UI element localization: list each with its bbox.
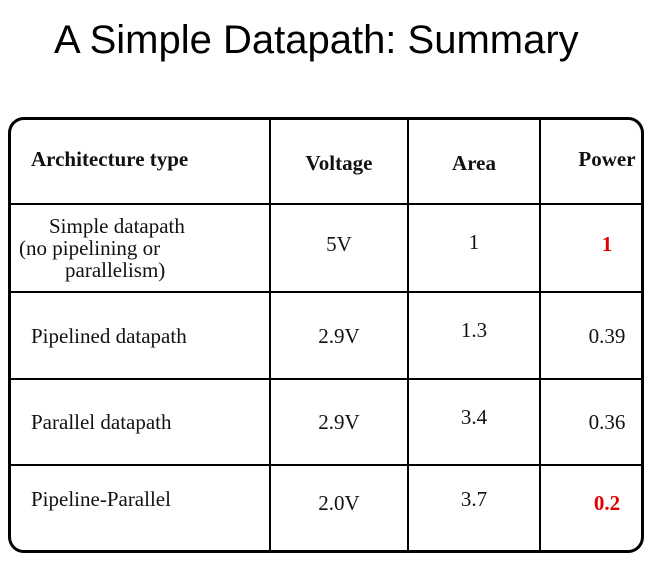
cell-power: 0.36 — [539, 378, 641, 466]
cell-architecture: Pipeline-Parallel — [11, 464, 271, 550]
header-voltage: Voltage — [269, 120, 409, 205]
cell-power-highlight: 1 — [539, 203, 641, 293]
table-row-parallel-datapath: Parallel datapath 2.9V 3.4 0.36 — [11, 378, 641, 466]
summary-table-frame: Architecture type Voltage Area Power Sim… — [8, 117, 644, 553]
cell-voltage: 2.9V — [269, 378, 409, 466]
summary-table: Architecture type Voltage Area Power Sim… — [11, 120, 641, 550]
cell-area: 1.3 — [407, 291, 541, 380]
header-area: Area — [407, 120, 541, 205]
cell-voltage: 2.9V — [269, 291, 409, 380]
slide-title: A Simple Datapath: Summary — [54, 18, 579, 62]
table-row-simple-datapath: Simple datapath (no pipelining or parall… — [11, 203, 641, 293]
architecture-line: Simple datapath — [49, 214, 185, 238]
table-row-pipeline-parallel: Pipeline-Parallel 2.0V 3.7 0.2 — [11, 464, 641, 550]
table-row-pipelined-datapath: Pipelined datapath 2.9V 1.3 0.39 — [11, 291, 641, 380]
cell-area: 3.7 — [407, 464, 541, 550]
architecture-line: (no pipelining or — [19, 236, 161, 260]
cell-voltage: 2.0V — [269, 464, 409, 550]
cell-voltage: 5V — [269, 203, 409, 293]
header-power: Power — [539, 120, 641, 205]
cell-area: 3.4 — [407, 378, 541, 466]
cell-architecture: Simple datapath (no pipelining or parall… — [11, 203, 271, 293]
cell-architecture: Pipelined datapath — [11, 291, 271, 380]
cell-architecture: Parallel datapath — [11, 378, 271, 466]
cell-area: 1 — [407, 203, 541, 293]
cell-power-highlight: 0.2 — [539, 464, 641, 550]
cell-power: 0.39 — [539, 291, 641, 380]
header-architecture-type: Architecture type — [11, 120, 271, 205]
table-header-row: Architecture type Voltage Area Power — [11, 120, 641, 205]
architecture-line: parallelism) — [65, 258, 166, 282]
